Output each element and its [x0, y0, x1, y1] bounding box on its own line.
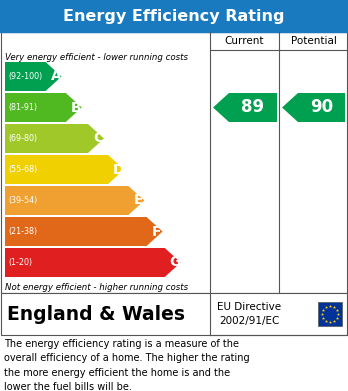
Polygon shape: [5, 93, 82, 122]
Polygon shape: [282, 93, 345, 122]
Polygon shape: [5, 186, 144, 215]
Text: Energy Efficiency Rating: Energy Efficiency Rating: [63, 9, 285, 23]
Bar: [0, 0, 348, 32]
Text: 89: 89: [242, 99, 264, 117]
Text: E: E: [134, 194, 143, 208]
Polygon shape: [5, 248, 181, 277]
Text: Very energy efficient - lower running costs: Very energy efficient - lower running co…: [5, 54, 188, 63]
Text: Current: Current: [225, 36, 264, 46]
Text: C: C: [93, 131, 103, 145]
Text: (55-68): (55-68): [8, 165, 37, 174]
Text: England & Wales: England & Wales: [7, 305, 185, 323]
Bar: [1, 293, 347, 335]
Text: (69-80): (69-80): [8, 134, 37, 143]
Text: D: D: [113, 163, 124, 176]
Polygon shape: [213, 93, 277, 122]
Polygon shape: [5, 155, 124, 184]
Text: EU Directive
2002/91/EC: EU Directive 2002/91/EC: [218, 302, 282, 326]
Text: A: A: [50, 70, 61, 84]
Polygon shape: [5, 62, 62, 91]
Text: (81-91): (81-91): [8, 103, 37, 112]
Polygon shape: [5, 217, 163, 246]
Text: The energy efficiency rating is a measure of the
overall efficiency of a home. T: The energy efficiency rating is a measur…: [4, 339, 250, 391]
Polygon shape: [5, 124, 104, 153]
Text: Not energy efficient - higher running costs: Not energy efficient - higher running co…: [5, 283, 188, 292]
Text: (92-100): (92-100): [8, 72, 42, 81]
Bar: [1, 32, 347, 293]
Text: B: B: [71, 100, 81, 115]
Text: 90: 90: [310, 99, 333, 117]
Text: G: G: [169, 255, 181, 269]
Text: F: F: [152, 224, 162, 239]
Text: (39-54): (39-54): [8, 196, 37, 205]
Text: Potential: Potential: [291, 36, 337, 46]
Text: (21-38): (21-38): [8, 227, 37, 236]
Text: (1-20): (1-20): [8, 258, 32, 267]
Bar: [318, 302, 342, 326]
